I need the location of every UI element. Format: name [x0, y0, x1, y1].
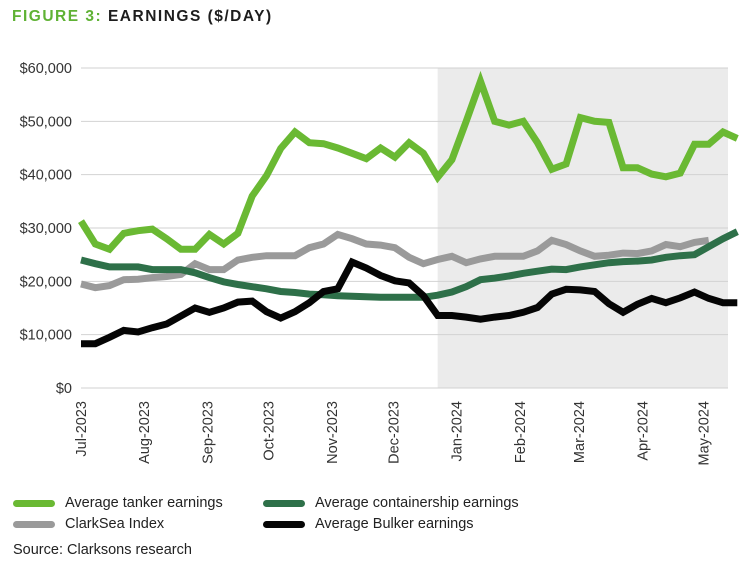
figure-label: FIGURE 3:	[12, 8, 103, 25]
legend-label-containership: Average containership earnings	[315, 495, 519, 511]
chart-title: EARNINGS ($/DAY)	[107, 8, 273, 25]
legend-item-clarksea: ClarkSea Index	[13, 516, 164, 532]
y-tick-label: $20,000	[20, 274, 72, 290]
series-line-containership	[80, 228, 739, 301]
x-tick-label: Sep-2023	[201, 401, 217, 464]
y-tick-label: $0	[56, 381, 72, 397]
legend-swatch-bulker	[263, 520, 305, 528]
y-tick-label: $30,000	[20, 221, 72, 237]
x-tick-label: Dec-2023	[386, 401, 402, 464]
y-tick-label: $10,000	[20, 328, 72, 344]
x-tick-label: Aug-2023	[137, 401, 153, 464]
legend-swatch-tanker	[13, 499, 55, 507]
legend-item-containership: Average containership earnings	[263, 495, 519, 511]
figure-title: FIGURE 3: EARNINGS ($/DAY)	[12, 8, 273, 26]
legend-label-tanker: Average tanker earnings	[65, 495, 223, 511]
x-tick-label: Oct-2023	[262, 401, 278, 461]
x-tick-label: Jul-2023	[74, 401, 90, 457]
legend-item-bulker: Average Bulker earnings	[263, 516, 474, 532]
x-tick-label: May-2024	[696, 401, 712, 465]
legend-swatch-containership	[263, 499, 305, 507]
y-tick-label: $50,000	[20, 114, 72, 130]
x-tick-label: Jan-2024	[450, 401, 466, 461]
legend-label-clarksea: ClarkSea Index	[65, 516, 165, 532]
x-tick-label: Apr-2024	[635, 401, 651, 461]
series-line-bulker	[81, 257, 738, 348]
x-tick-label: Nov-2023	[325, 401, 341, 464]
legend-item-tanker: Average tanker earnings	[13, 495, 223, 511]
legend-swatch-clarksea	[13, 520, 55, 528]
source-note: Source: Clarksons research	[13, 542, 192, 558]
legend-label-bulker: Average Bulker earnings	[315, 516, 474, 532]
x-tick-label: Feb-2024	[513, 401, 529, 463]
series-line-tanker	[78, 70, 739, 254]
x-tick-label: Mar-2024	[572, 401, 588, 463]
y-tick-label: $40,000	[20, 168, 72, 184]
y-tick-label: $60,000	[20, 61, 72, 77]
